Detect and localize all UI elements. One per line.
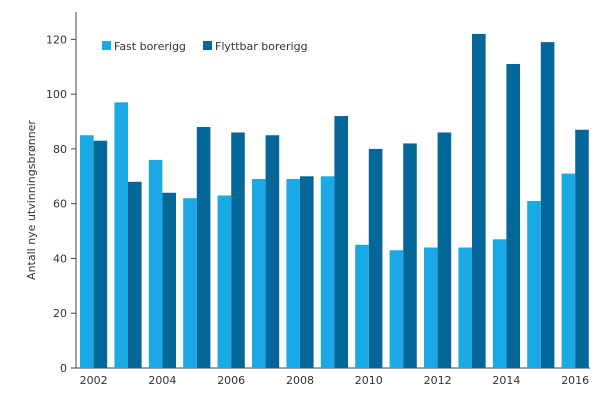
legend-swatch-flyttbar xyxy=(203,41,212,50)
x-tick-label: 2004 xyxy=(148,374,176,387)
bar-fast-2002 xyxy=(80,135,94,368)
x-ticks: 2002 2004 2006 2008 2010 2012 2014 2016 xyxy=(80,374,590,387)
x-tick-label: 2008 xyxy=(286,374,314,387)
y-tick-label: 120 xyxy=(46,33,67,46)
bar-flyttbar-2014 xyxy=(506,64,520,369)
bar-flyttbar-2009 xyxy=(334,116,348,368)
legend: Fast borerigg Flyttbar borerigg xyxy=(102,40,308,53)
x-tick-label: 2002 xyxy=(80,374,108,387)
bar-flyttbar-2011 xyxy=(403,143,417,368)
bar-flyttbar-2005 xyxy=(196,127,211,368)
legend-label-fast: Fast borerigg xyxy=(114,40,186,53)
bars xyxy=(80,33,589,369)
bar-flyttbar-2003 xyxy=(128,181,142,368)
bar-fast-2014 xyxy=(492,239,507,368)
bar-flyttbar-2015 xyxy=(540,42,555,368)
bar-fast-2012 xyxy=(424,247,438,368)
bar-flyttbar-2007 xyxy=(265,135,280,368)
bar-flyttbar-2006 xyxy=(231,132,245,368)
bar-fast-2003 xyxy=(114,102,128,368)
bar-flyttbar-2002 xyxy=(93,140,108,368)
x-tick-label: 2016 xyxy=(561,374,589,387)
y-tick-label: 60 xyxy=(53,198,67,211)
y-tick-label: 20 xyxy=(53,307,67,320)
bar-fast-2005 xyxy=(183,198,197,368)
bar-fast-2010 xyxy=(355,244,369,368)
x-tick-label: 2012 xyxy=(424,374,452,387)
bar-flyttbar-2008 xyxy=(300,176,314,368)
y-tick-label: 80 xyxy=(53,143,67,156)
bar-flyttbar-2016 xyxy=(575,129,589,368)
bar-fast-2015 xyxy=(527,200,541,368)
legend-swatch-fast xyxy=(102,41,111,50)
bar-fast-2011 xyxy=(389,250,404,368)
bar-flyttbar-2004 xyxy=(162,192,176,368)
bar-fast-2013 xyxy=(458,247,472,368)
x-tick-label: 2014 xyxy=(492,374,520,387)
x-tick-label: 2006 xyxy=(217,374,245,387)
y-axis-label: Antall nye utvinningsbrønner xyxy=(25,120,38,280)
bar-fast-2007 xyxy=(252,179,266,368)
legend-label-flyttbar: Flyttbar borerigg xyxy=(215,40,308,53)
bar-fast-2008 xyxy=(286,179,300,368)
bar-flyttbar-2013 xyxy=(472,33,486,369)
y-tick-label: 0 xyxy=(60,362,67,375)
y-ticks: 0 20 40 60 80 100 120 xyxy=(46,33,76,375)
bar-flyttbar-2010 xyxy=(368,148,383,368)
bar-fast-2006 xyxy=(217,195,232,368)
bar-fast-2009 xyxy=(320,176,335,368)
bar-fast-2016 xyxy=(561,173,576,368)
y-tick-label: 100 xyxy=(46,88,67,101)
x-tick-label: 2010 xyxy=(355,374,383,387)
bar-flyttbar-2012 xyxy=(437,132,452,368)
bar-fast-2004 xyxy=(148,159,163,368)
y-tick-label: 40 xyxy=(53,252,67,265)
